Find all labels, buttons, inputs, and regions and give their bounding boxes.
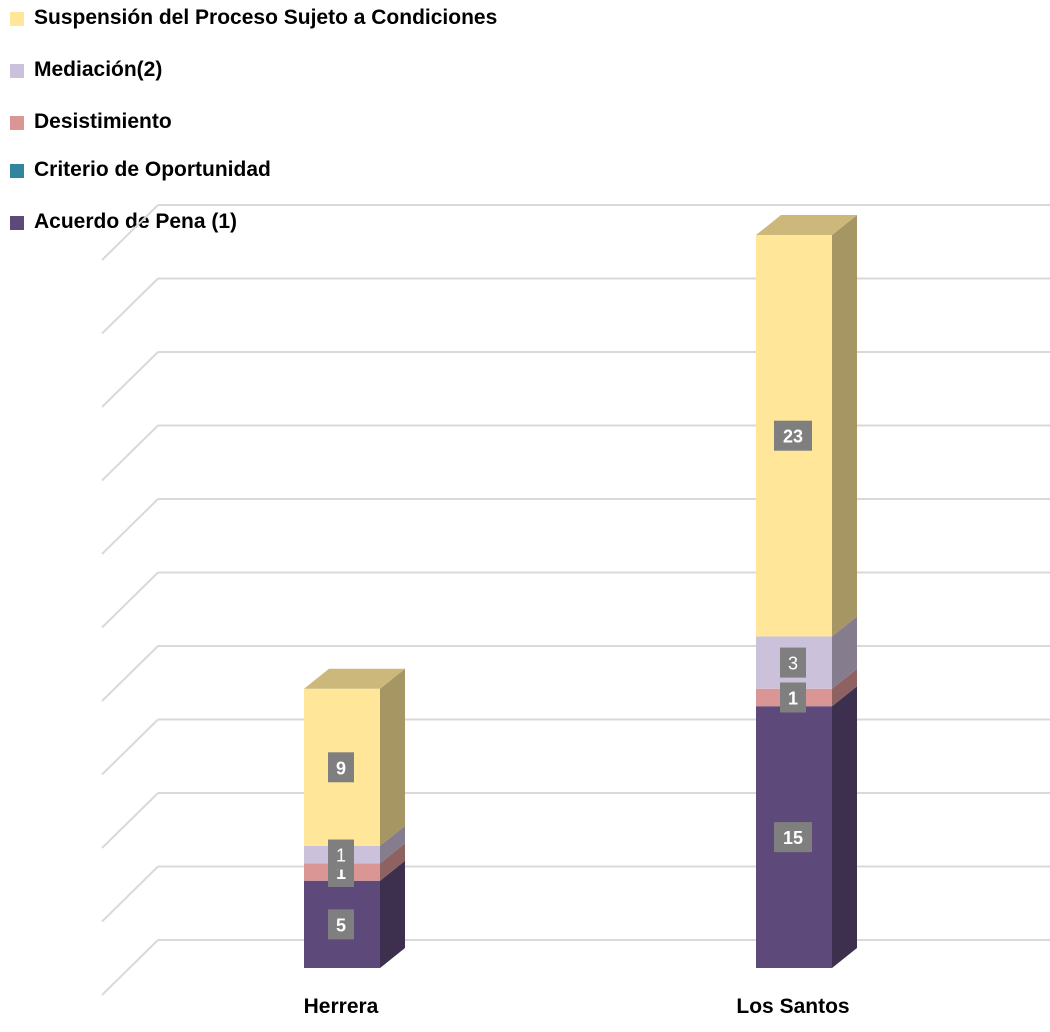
gridline-side	[101, 571, 159, 629]
legend-label: Mediación(2)	[34, 58, 163, 81]
gridline-side	[101, 865, 159, 923]
bar-side	[380, 825, 405, 864]
gridline-side	[101, 277, 159, 335]
data-label-box	[780, 647, 806, 678]
legend-swatch	[10, 12, 24, 26]
data-label-box	[774, 822, 812, 853]
data-label: 1	[788, 688, 798, 708]
data-label: 15	[783, 828, 803, 848]
bar-side	[832, 668, 857, 707]
data-label: 23	[783, 427, 803, 447]
legend-label: Acuerdo de Pena (1)	[34, 210, 238, 233]
data-label-box	[328, 752, 354, 783]
category-labels: Herrera Los Santos	[304, 995, 850, 1018]
data-label: 3	[788, 654, 798, 674]
gridline-side	[101, 351, 159, 408]
gridline-side	[101, 718, 159, 776]
category-label: Herrera	[304, 995, 379, 1018]
legend-label: Desistimiento	[34, 110, 172, 133]
data-label-box	[328, 839, 354, 870]
legend-swatch	[10, 216, 24, 230]
legend-label: Suspensión del Proceso Sujeto a Condicio…	[34, 6, 498, 29]
gridlines	[101, 204, 1050, 996]
data-label: 5	[336, 915, 346, 935]
bar-side	[832, 616, 857, 689]
gridline-side	[101, 939, 159, 996]
data-label: 1	[336, 863, 346, 883]
legend-swatch	[10, 116, 24, 130]
legend-label: Criterio de Oportunidad	[34, 158, 271, 181]
data-label-box	[328, 909, 354, 940]
bar-side	[380, 843, 405, 881]
legend-swatch	[10, 64, 24, 78]
gridline-side	[101, 424, 159, 482]
bar-side	[832, 215, 857, 637]
gridline-side	[101, 792, 159, 849]
bar-side	[832, 686, 857, 968]
bar-top	[756, 215, 857, 235]
gridline-side	[101, 498, 159, 555]
bar-side	[380, 668, 405, 846]
bar-top	[304, 668, 405, 689]
bar-side	[380, 860, 405, 968]
bars	[304, 215, 857, 968]
gridline-side	[101, 645, 159, 702]
data-label-box	[774, 420, 812, 451]
category-label: Los Santos	[736, 995, 849, 1018]
data-label-box	[780, 682, 806, 713]
legend-swatch	[10, 164, 24, 178]
gridline-side	[101, 204, 159, 261]
data-label: 9	[336, 758, 346, 778]
data-label: 1	[336, 846, 346, 866]
